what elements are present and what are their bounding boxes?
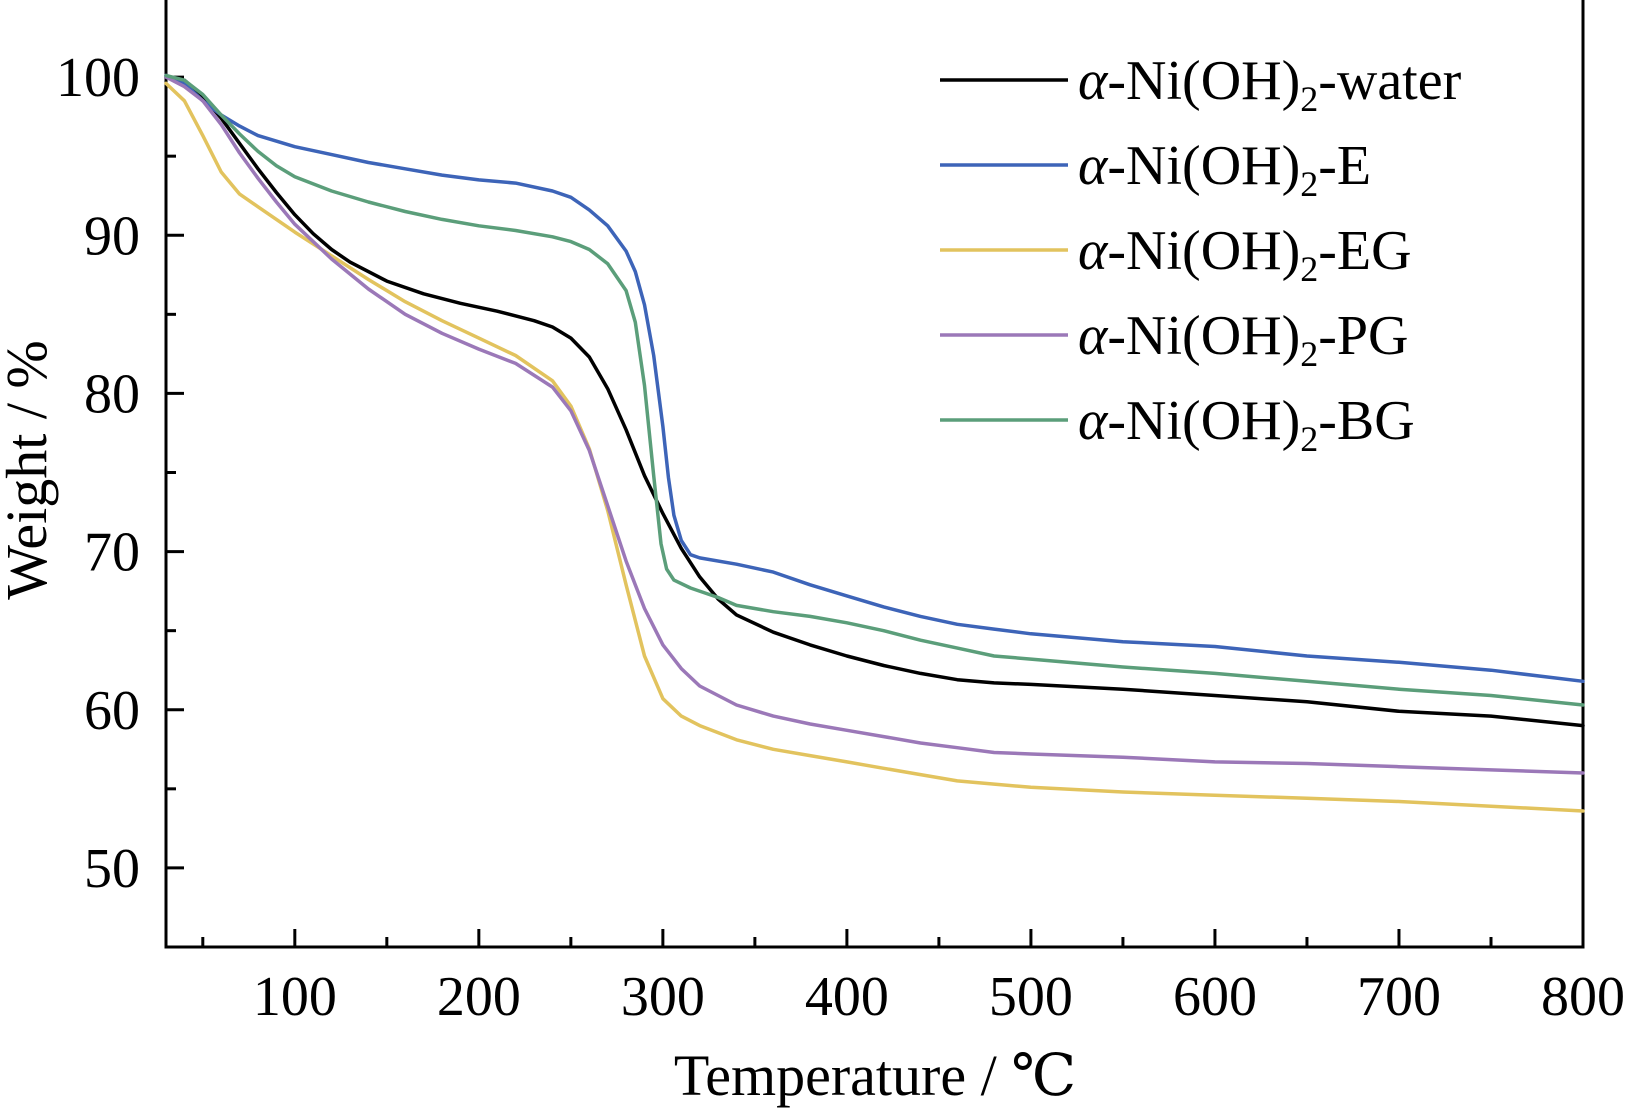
y-tick-label: 90 <box>84 205 140 267</box>
y-axis-title: Weight / % <box>0 340 59 600</box>
x-axis-ticks: 100 200 300 400 500 600 700 800 <box>201 929 1625 1028</box>
series-line-0 <box>164 75 1585 728</box>
legend-label-1: α-Ni(OH)2-E <box>1078 135 1371 204</box>
y-tick-label: 50 <box>84 838 140 900</box>
y-axis-ticks: 50 60 70 80 90 100 <box>56 47 184 900</box>
legend-label-4: α-Ni(OH)2-BG <box>1078 390 1415 459</box>
legend-label-3: α-Ni(OH)2-PG <box>1078 305 1408 374</box>
x-tick-label: 400 <box>805 966 889 1028</box>
series-layer <box>164 73 1585 813</box>
series-line-4 <box>164 73 1585 707</box>
legend-label-2: α-Ni(OH)2-EG <box>1078 220 1412 289</box>
y-tick-label: 70 <box>84 522 140 584</box>
series-line-1 <box>164 73 1585 684</box>
series-line-3 <box>164 75 1585 775</box>
x-axis-title: Temperature / ℃ <box>674 1043 1076 1108</box>
x-tick-label: 500 <box>989 966 1073 1028</box>
x-tick-label: 700 <box>1357 966 1441 1028</box>
x-tick-label: 600 <box>1173 966 1257 1028</box>
x-tick-label: 200 <box>437 966 521 1028</box>
x-tick-label: 800 <box>1541 966 1625 1028</box>
x-tick-label: 100 <box>253 966 337 1028</box>
legend-label-0: α-Ni(OH)2-water <box>1078 50 1462 119</box>
legend: α-Ni(OH)2-water α-Ni(OH)2-E α-Ni(OH)2-EG α-… <box>940 50 1462 459</box>
y-tick-label: 100 <box>56 47 140 109</box>
series-line-2 <box>164 81 1585 813</box>
y-tick-label: 60 <box>84 680 140 742</box>
y-tick-label: 80 <box>84 363 140 425</box>
x-tick-label: 300 <box>621 966 705 1028</box>
